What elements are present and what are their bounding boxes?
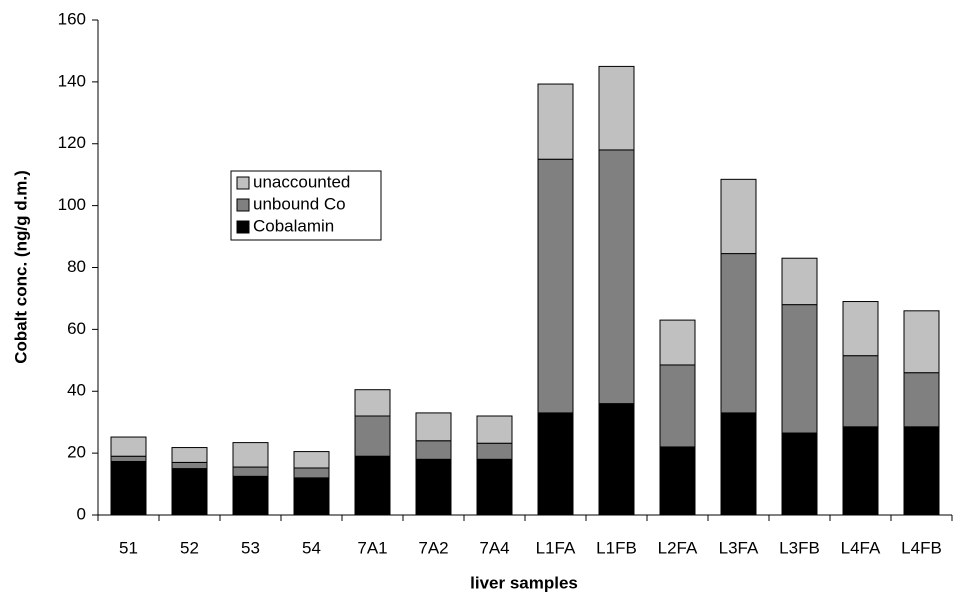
y-tick-label: 80 [67, 257, 86, 276]
bar-segment [354, 415, 391, 457]
bar-segment [293, 451, 330, 469]
bar-segment [781, 304, 818, 434]
bar-segment [293, 467, 330, 479]
bar-segment [110, 455, 147, 462]
bar-segment [720, 253, 757, 414]
bar-segment [903, 372, 940, 428]
x-tick-label: L4FB [901, 538, 942, 557]
x-tick-label: L3FB [779, 538, 820, 557]
bar-segment [110, 460, 147, 516]
bar-segment [415, 440, 452, 460]
x-tick-label: L1FA [536, 538, 576, 557]
legend-box [230, 170, 382, 241]
bar-segment [232, 466, 269, 477]
legend-label: unbound Co [253, 194, 346, 213]
legend-label: unaccounted [253, 172, 350, 191]
x-tick-label: 7A1 [357, 538, 387, 557]
bar-segment [171, 447, 208, 463]
legend-swatch [236, 176, 250, 190]
x-tick-label: L2FA [658, 538, 698, 557]
bar-segment [293, 477, 330, 516]
y-tick-label: 20 [67, 443, 86, 462]
x-tick-label: 54 [302, 538, 321, 557]
bar-segment [415, 458, 452, 516]
x-tick-label: L1FB [596, 538, 637, 557]
y-tick-label: 40 [67, 381, 86, 400]
x-tick-label: 51 [119, 538, 138, 557]
bar-segment [903, 310, 940, 374]
bar-segment [476, 415, 513, 444]
x-tick-label: 53 [241, 538, 260, 557]
y-tick-label: 60 [67, 319, 86, 338]
bar-segment [476, 458, 513, 516]
bar-segment [659, 364, 696, 448]
bar-segment [110, 436, 147, 457]
bar-segment [720, 412, 757, 516]
x-tick-label: 52 [180, 538, 199, 557]
bar-segment [842, 426, 879, 516]
bar-segment [659, 446, 696, 516]
y-tick-label: 100 [58, 195, 86, 214]
bar-segment [232, 442, 269, 468]
x-axis-title: liver samples [470, 573, 578, 592]
bar-segment [171, 461, 208, 470]
bar-segment [598, 403, 635, 516]
bar-segment [415, 412, 452, 442]
bar-segment [476, 442, 513, 460]
legend-swatch [236, 220, 250, 234]
bar-segment [781, 432, 818, 516]
bar-segment [232, 475, 269, 516]
x-tick-label: L3FA [719, 538, 759, 557]
bar-segment [171, 468, 208, 516]
legend-swatch [236, 198, 250, 212]
y-tick-label: 140 [58, 71, 86, 90]
legend-label: Cobalamin [253, 216, 334, 235]
x-tick-label: 7A4 [479, 538, 509, 557]
bar-segment [903, 426, 940, 516]
bar-segment [354, 389, 391, 417]
x-tick-label: L4FA [841, 538, 881, 557]
y-tick-label: 120 [58, 133, 86, 152]
bar-segment [537, 83, 574, 160]
x-tick-label: 7A2 [418, 538, 448, 557]
bar-segment [659, 319, 696, 366]
bar-segment [781, 257, 818, 306]
bar-segment [842, 355, 879, 428]
bar-segment [598, 65, 635, 151]
y-tick-label: 160 [58, 9, 86, 28]
bar-segment [598, 149, 635, 405]
bar-segment [537, 412, 574, 516]
bar-segment [842, 301, 879, 357]
bar-segment [537, 158, 574, 414]
bar-segment [354, 455, 391, 516]
bar-segment [720, 178, 757, 255]
y-axis-title: Cobalt conc. (ng/g d.m.) [11, 170, 30, 364]
y-tick-label: 0 [77, 504, 86, 523]
